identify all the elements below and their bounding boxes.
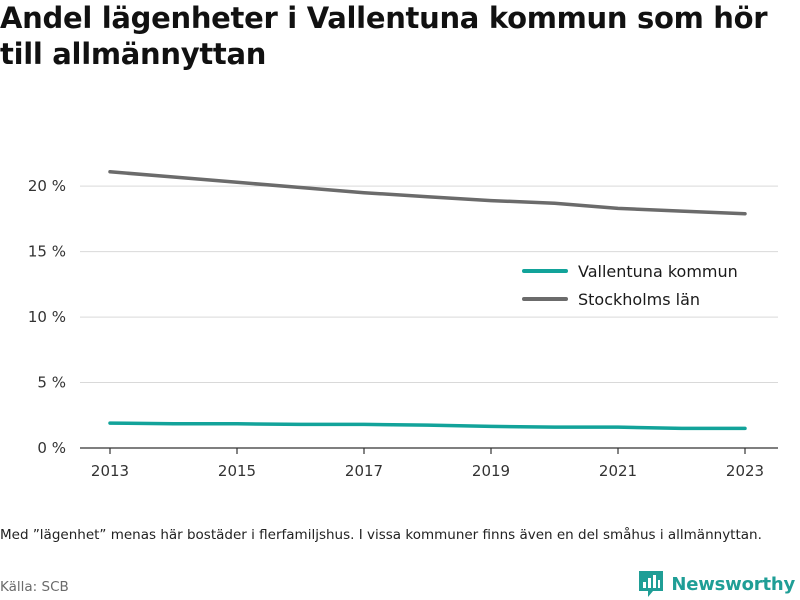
x-tick-label: 2021: [599, 462, 637, 480]
x-tick-label: 2019: [472, 462, 510, 480]
y-tick-label: 20 %: [28, 177, 66, 195]
legend-label: Vallentuna kommun: [578, 262, 738, 281]
grid-lines: 0 % 5 % 10 % 15 % 20 %: [28, 177, 778, 457]
series-lines: [108, 170, 747, 431]
x-tick-label: 2013: [91, 462, 129, 480]
legend-background: [516, 255, 766, 315]
y-tick-label: 0 %: [37, 439, 66, 457]
source-label: Källa: SCB: [0, 579, 69, 595]
y-tick-label: 15 %: [28, 243, 66, 261]
y-tick-label: 5 %: [37, 374, 66, 392]
brand-name: Newsworthy: [671, 573, 795, 595]
footnote: Med ”lägenhet” menas här bostäder i fler…: [0, 527, 762, 543]
chart-title: Andel lägenheter i Vallentuna kommun som…: [0, 1, 768, 71]
line-chart: 0 %5 %10 %15 %20 % 2013 2015 2017 2019 2021 2…: [28, 170, 778, 480]
series-line-vallentuna-kommun: [108, 421, 747, 431]
x-axis: 2013 2015 2017 2019 2021 2023: [80, 447, 778, 480]
brand-logo: Newsworthy: [638, 570, 795, 598]
legend-label: Stockholms län: [578, 290, 700, 309]
series-line-stockholms-län: [108, 170, 747, 216]
bar-chart-logo-icon: [639, 571, 664, 597]
x-tick-label: 2015: [218, 462, 256, 480]
x-tick-label: 2017: [345, 462, 383, 480]
y-tick-label: 10 %: [28, 308, 66, 326]
legend: Vallentuna kommun Stockholms län: [516, 255, 766, 315]
x-tick-label: 2023: [726, 462, 764, 480]
